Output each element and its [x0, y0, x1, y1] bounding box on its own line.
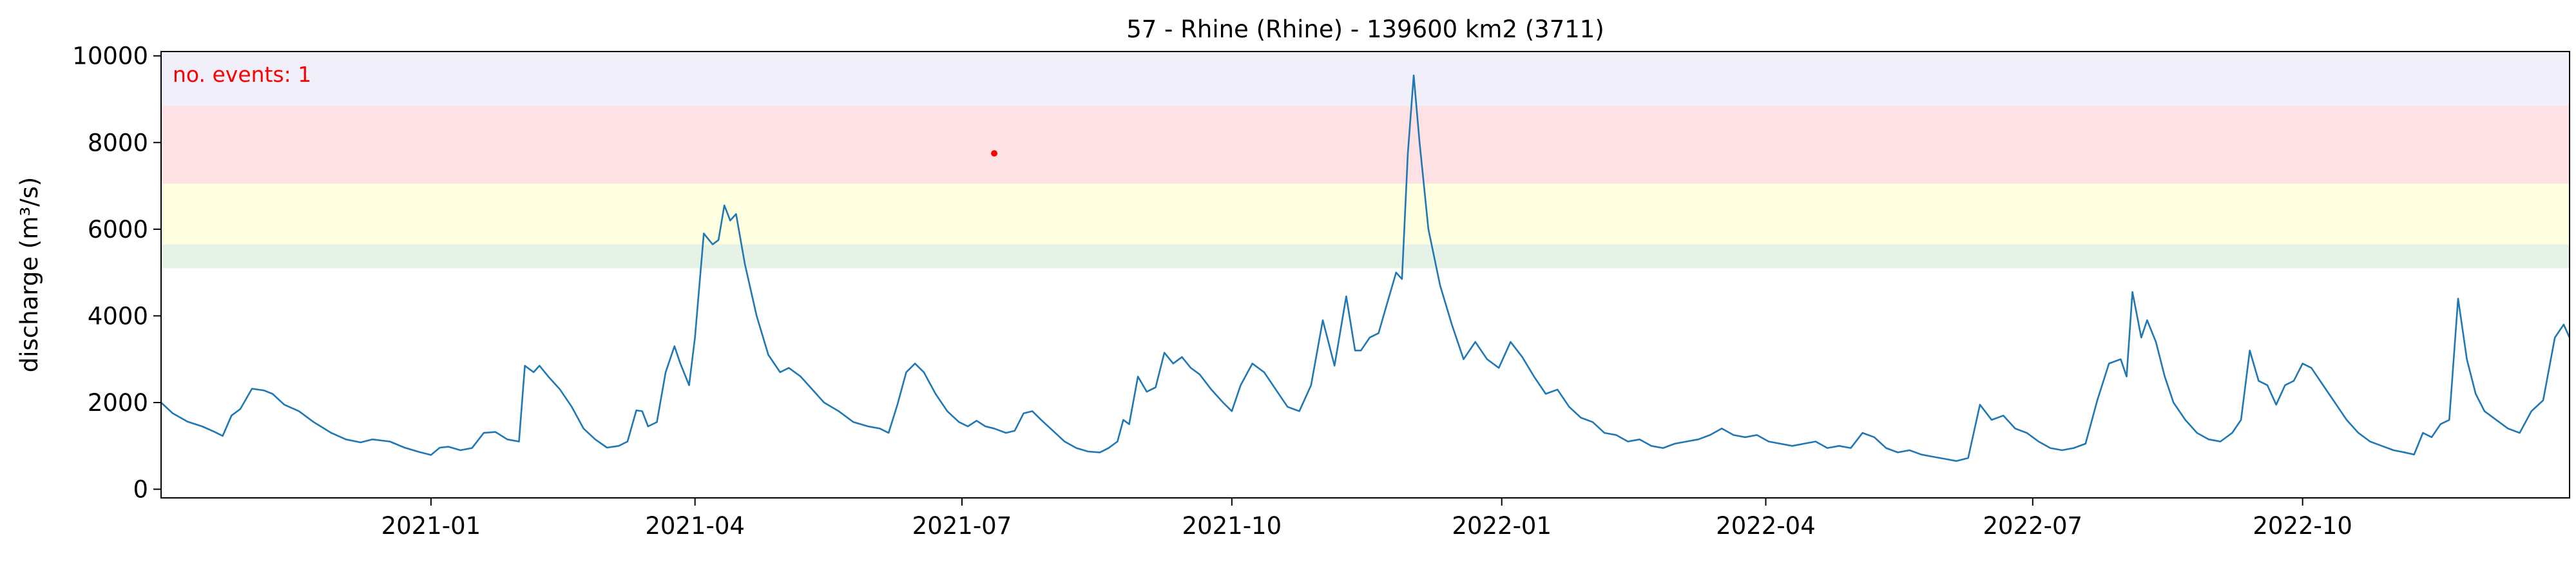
threshold-band — [161, 106, 2570, 184]
y-axis-label: discharge (m³/s) — [15, 177, 43, 373]
y-tick-label: 2000 — [88, 389, 148, 417]
x-tick-label: 2022-01 — [1452, 512, 1552, 540]
y-tick-label: 4000 — [88, 302, 148, 330]
event-point — [991, 150, 998, 157]
series-layer — [160, 74, 2571, 462]
threshold-band — [161, 184, 2570, 245]
x-tick-label: 2021-04 — [645, 512, 745, 540]
threshold-band — [161, 244, 2570, 269]
x-axis: 2021-01 2021-04 2021-07 2021-10 2022-01 2022-… — [381, 498, 2352, 540]
discharge-series-line — [160, 74, 2571, 462]
threshold-bands — [161, 52, 2570, 269]
x-tick-label: 2022-04 — [1716, 512, 1816, 540]
x-tick-label: 2021-07 — [912, 512, 1012, 540]
y-tick-label: 8000 — [88, 129, 148, 157]
x-tick-label: 2021-01 — [381, 512, 481, 540]
y-axis: 0 2000 4000 6000 8000 10000 — [72, 43, 161, 504]
x-tick-label: 2022-10 — [2253, 512, 2352, 540]
chart-title: 57 - Rhine (Rhine) - 139600 km2 (3711) — [1126, 15, 1604, 43]
y-tick-label: 6000 — [88, 216, 148, 243]
x-tick-label: 2021-10 — [1182, 512, 1282, 540]
x-tick-label: 2022-07 — [1983, 512, 2082, 540]
y-tick-label: 0 — [133, 476, 148, 504]
plot-frame — [160, 51, 2570, 499]
event-markers — [991, 150, 998, 157]
threshold-band — [161, 52, 2570, 106]
events-count-annotation: no. events: 1 — [173, 62, 311, 87]
y-tick-label: 10000 — [72, 43, 148, 70]
